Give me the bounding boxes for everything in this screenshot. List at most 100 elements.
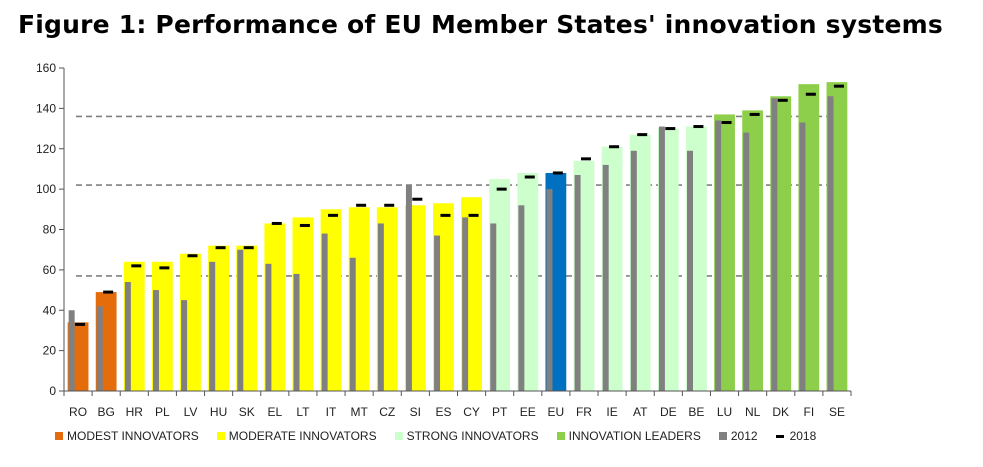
marker-2018-mt <box>356 203 367 207</box>
x-tick-label: IT <box>326 405 337 419</box>
y-tick-label: 160 <box>36 61 56 75</box>
marker-2018-pt <box>496 187 507 191</box>
x-tick-label: DE <box>660 405 677 419</box>
x-tick-label: SE <box>829 405 845 419</box>
x-tick-label: FI <box>804 405 815 419</box>
legend-label: 2012 <box>730 429 758 443</box>
x-tick-label: PL <box>155 405 170 419</box>
bars <box>67 82 848 392</box>
legend-label: MODEST INNOVATORS <box>67 429 199 443</box>
x-axis-ticks: RO BG HR PL LV HU SK EL LT IT MT CZ SI ES CY PT EE EU FR IE… <box>63 391 852 419</box>
marker-2018-hr <box>131 264 142 268</box>
marker-2018-at <box>637 133 648 137</box>
marker-2018-de <box>665 127 676 131</box>
bar-2012-fi <box>799 122 806 391</box>
x-tick-label: PT <box>492 405 508 419</box>
bar-2012-sk <box>237 249 244 391</box>
legend-swatch <box>718 432 727 440</box>
y-tick-label: 40 <box>43 303 57 317</box>
bar-2012-de <box>658 126 665 391</box>
y-tick-label: 0 <box>49 384 56 398</box>
marker-2018-se <box>833 84 844 88</box>
bar-2012-lt <box>293 273 300 391</box>
x-tick-label: CY <box>463 405 480 419</box>
x-tick-label: HU <box>210 405 227 419</box>
bar-2012-at <box>630 150 637 391</box>
marker-2018-ee <box>524 175 535 179</box>
legend: MODEST INNOVATORS MODERATE INNOVATORS STRO… <box>55 429 834 443</box>
x-tick-label: LU <box>717 405 732 419</box>
bar-2012-ee <box>518 205 525 391</box>
marker-2018-fi <box>805 92 816 96</box>
legend-item: MODERATE INNOVATORS <box>216 429 377 443</box>
x-tick-label: EE <box>520 405 536 419</box>
x-tick-label: LV <box>184 405 198 419</box>
bar-2012-it <box>321 233 328 391</box>
x-tick-label: RO <box>69 405 87 419</box>
x-tick-label: EU <box>548 405 565 419</box>
x-tick-label: CZ <box>379 405 395 419</box>
marker-2018-pl <box>159 266 170 270</box>
bar-2012-hu <box>209 261 216 391</box>
y-tick-label: 60 <box>43 263 57 277</box>
bar-2012-eu <box>546 189 553 391</box>
bar-2012-ie <box>602 164 609 391</box>
legend-item: STRONG INNOVATORS <box>394 429 539 443</box>
x-tick-label: MT <box>350 405 368 419</box>
x-tick-label: IE <box>606 405 617 419</box>
legend-item: 2012 <box>718 429 758 443</box>
legend-item: INNOVATION LEADERS <box>556 429 701 443</box>
chart-title: Figure 1: Performance of EU Member State… <box>18 10 943 39</box>
bar-2012-nl <box>743 132 750 391</box>
marker-2018-bg <box>103 290 114 294</box>
marker-2018-si <box>412 197 423 201</box>
legend-label: INNOVATION LEADERS <box>568 429 701 443</box>
bar-2012-lu <box>715 120 722 392</box>
y-tick-label: 100 <box>36 182 56 196</box>
bar-2012-cy <box>462 217 469 391</box>
marker-2018-fr <box>580 157 591 161</box>
marker-2018-hu <box>215 246 226 250</box>
legend-swatch <box>394 432 403 440</box>
y-tick-label: 140 <box>36 101 56 115</box>
bar-2012-mt <box>349 257 356 391</box>
legend-item: 2018 <box>775 429 817 443</box>
legend-swatch <box>216 432 225 440</box>
bar-2012-el <box>265 263 272 391</box>
marker-2018-el <box>271 221 282 225</box>
legend-swatch <box>55 432 63 440</box>
x-tick-label: FR <box>576 405 592 419</box>
bar-2012-pl <box>152 290 159 391</box>
marker-2018-it <box>328 213 339 217</box>
bar-2012-hr <box>124 281 131 391</box>
marker-2018-ro <box>75 322 86 326</box>
y-axis-ticks: 0 20 40 60 80 100 120 140 160 <box>36 61 64 398</box>
marker-2018-sk <box>243 246 254 250</box>
marker-2018-cz <box>384 203 395 207</box>
legend-swatch <box>775 434 784 438</box>
x-tick-label: NL <box>745 405 761 419</box>
bar-2012-ro <box>68 310 75 391</box>
bar-2012-si <box>405 185 412 391</box>
bar-2012-bg <box>96 306 103 391</box>
reference-lines <box>76 115 833 277</box>
legend-label: 2018 <box>789 429 817 443</box>
x-tick-label: LT <box>296 405 310 419</box>
x-tick-label: SK <box>239 405 255 419</box>
bar-2012-be <box>687 150 694 391</box>
x-tick-label: DK <box>772 405 789 419</box>
legend-item: MODEST INNOVATORS <box>55 429 199 443</box>
legend-label: MODERATE INNOVATORS <box>228 429 377 443</box>
legend-swatch <box>556 432 565 440</box>
marker-2018-lt <box>299 223 310 227</box>
marker-2018-lv <box>187 254 198 258</box>
y-tick-label: 120 <box>36 142 56 156</box>
bar-2012-pt <box>490 223 497 391</box>
bar-2012-cz <box>377 223 384 391</box>
y-tick-label: 20 <box>43 344 57 358</box>
marker-2018-nl <box>749 112 760 116</box>
x-tick-label: AT <box>633 405 648 419</box>
bar-2012-fr <box>574 174 581 391</box>
bar-2012-dk <box>771 98 778 391</box>
